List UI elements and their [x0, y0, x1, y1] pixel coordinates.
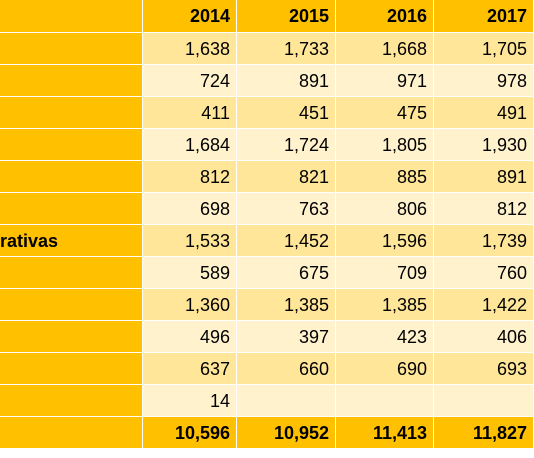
row-label: [0, 97, 143, 129]
data-cell: 821: [237, 161, 336, 193]
data-cell: 1,684: [143, 129, 237, 161]
data-cell: 1,705: [434, 33, 534, 65]
total-cell: 11,413: [336, 417, 434, 449]
row-label: rativas: [0, 225, 143, 257]
data-cell: 1,596: [336, 225, 434, 257]
data-cell: 451: [237, 97, 336, 129]
data-cell: 885: [336, 161, 434, 193]
data-cell: 760: [434, 257, 534, 289]
data-cell: 698: [143, 193, 237, 225]
row-label: [0, 161, 143, 193]
row-label: [0, 385, 143, 417]
data-cell: [237, 385, 336, 417]
data-cell: 1,733: [237, 33, 336, 65]
row-label: [0, 257, 143, 289]
total-cell: 10,952: [237, 417, 336, 449]
data-cell: 475: [336, 97, 434, 129]
row-label: [0, 289, 143, 321]
data-cell: 589: [143, 257, 237, 289]
data-cell: 1,805: [336, 129, 434, 161]
total-cell: 11,827: [434, 417, 534, 449]
data-cell: 1,385: [336, 289, 434, 321]
data-cell: 637: [143, 353, 237, 385]
header-cell: 2017: [434, 0, 534, 33]
data-cell: 891: [434, 161, 534, 193]
row-label: [0, 321, 143, 353]
data-cell: 690: [336, 353, 434, 385]
data-cell: 1,385: [237, 289, 336, 321]
row-label: [0, 193, 143, 225]
total-cell: 10,596: [143, 417, 237, 449]
row-label: [0, 65, 143, 97]
data-cell: 1,668: [336, 33, 434, 65]
data-cell: 675: [237, 257, 336, 289]
data-cell: 14: [143, 385, 237, 417]
data-cell: 1,724: [237, 129, 336, 161]
data-cell: 411: [143, 97, 237, 129]
data-cell: 763: [237, 193, 336, 225]
data-cell: 406: [434, 321, 534, 353]
data-cell: 891: [237, 65, 336, 97]
data-cell: 806: [336, 193, 434, 225]
data-cell: 660: [237, 353, 336, 385]
data-cell: 1,422: [434, 289, 534, 321]
total-label: [0, 417, 143, 449]
row-label: [0, 33, 143, 65]
data-cell: 1,638: [143, 33, 237, 65]
data-cell: 724: [143, 65, 237, 97]
data-cell: 1,930: [434, 129, 534, 161]
data-cell: [434, 385, 534, 417]
data-cell: 812: [143, 161, 237, 193]
data-cell: 812: [434, 193, 534, 225]
data-cell: 491: [434, 97, 534, 129]
data-cell: 397: [237, 321, 336, 353]
data-cell: [336, 385, 434, 417]
data-cell: 978: [434, 65, 534, 97]
data-cell: 1,739: [434, 225, 534, 257]
header-corner: [0, 0, 143, 33]
header-cell: 2016: [336, 0, 434, 33]
data-cell: 971: [336, 65, 434, 97]
data-cell: 1,360: [143, 289, 237, 321]
row-label: [0, 353, 143, 385]
row-label: [0, 129, 143, 161]
data-cell: 496: [143, 321, 237, 353]
data-cell: 1,452: [237, 225, 336, 257]
data-cell: 423: [336, 321, 434, 353]
header-cell: 2015: [237, 0, 336, 33]
data-cell: 693: [434, 353, 534, 385]
data-cell: 1,533: [143, 225, 237, 257]
data-cell: 709: [336, 257, 434, 289]
header-cell: 2014: [143, 0, 237, 33]
